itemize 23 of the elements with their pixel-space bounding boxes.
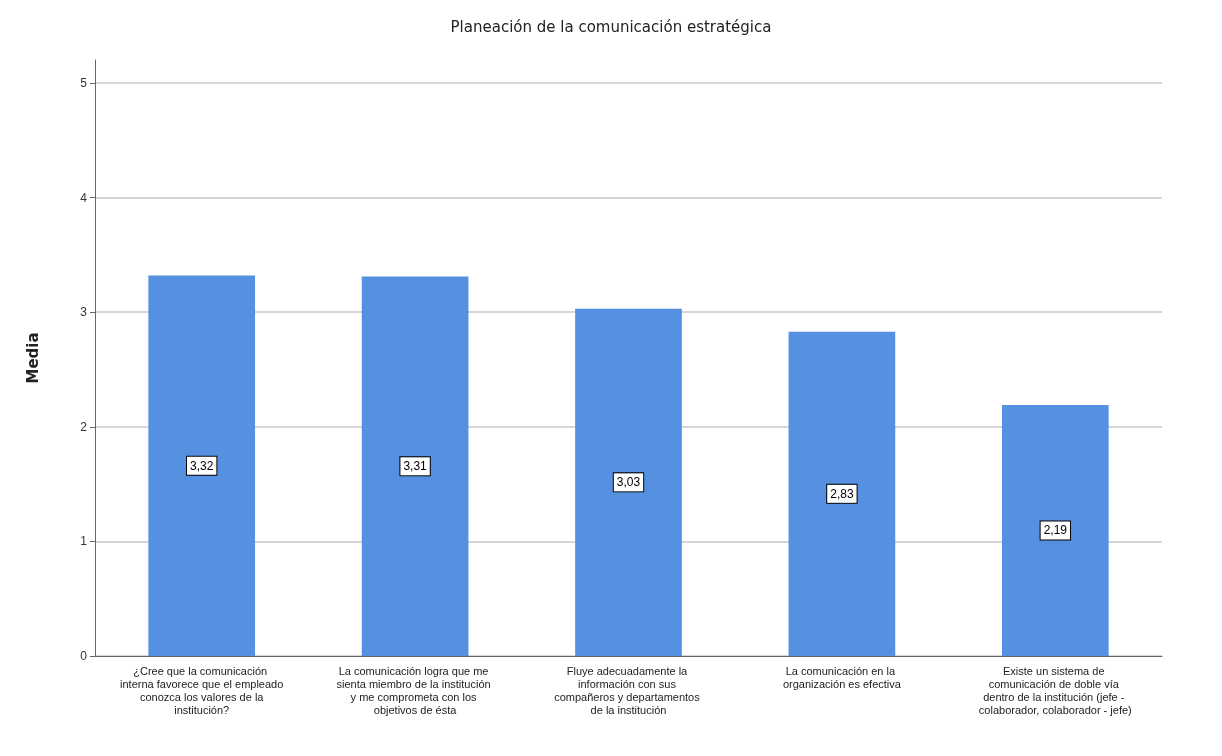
data-label: 3,32 (190, 458, 214, 473)
bar (1001, 404, 1109, 656)
y-tick-label: 5 (80, 75, 88, 90)
bar (788, 331, 896, 656)
bar (361, 276, 469, 656)
y-axis-title: Media (23, 332, 42, 384)
data-label: 3,31 (403, 459, 428, 474)
x-tick-label: Existe un sistema de comunicación de doble vía dentro de la institución (jefe - colaborador, colaborador - jefe) (978, 664, 1132, 716)
x-tick-label: Fluye adecuadamente la información con sus compañeros y departamentos de la institución (554, 664, 703, 716)
bar (575, 308, 682, 656)
bar (148, 275, 256, 656)
y-tick-label: 2 (80, 419, 88, 434)
data-label: 2,83 (830, 486, 854, 501)
chart-title: Planeación de la comunicación estratégica (450, 17, 772, 36)
y-tick-label: 3 (80, 305, 88, 320)
y-tick-label: 4 (80, 190, 88, 205)
x-tick-label: La comunicación logra que me sienta miembro de la institución y me comprometa con los objetivos de ésta (336, 664, 494, 716)
y-tick-label: 0 (80, 649, 88, 663)
x-tick-label: La comunicación en la organización es efectiva (782, 664, 902, 690)
data-label: 2,19 (1043, 523, 1068, 538)
x-tick-label: ¿Cree que la comunicación interna favorece que el empleado conozca los valores de la institución? (120, 664, 284, 716)
y-tick-label: 1 (80, 534, 88, 549)
data-label: 3,03 (616, 475, 641, 490)
